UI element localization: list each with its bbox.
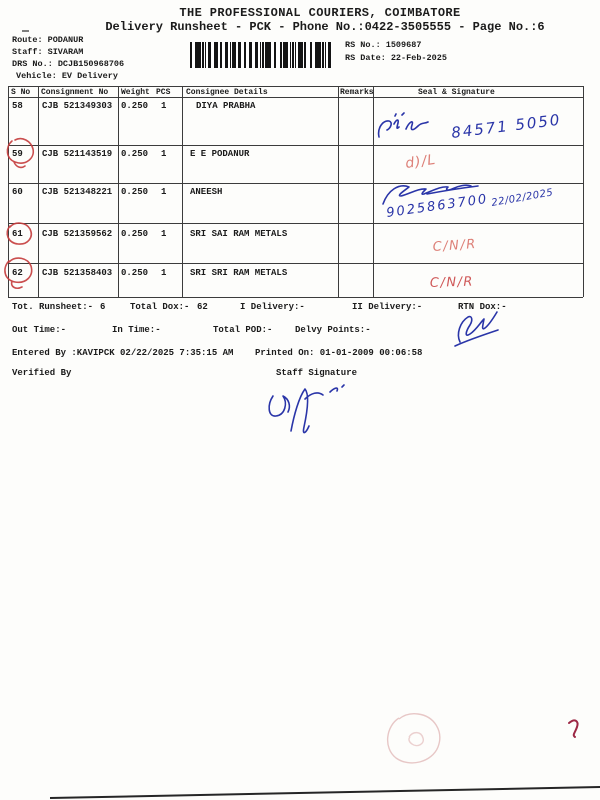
col-rule-left xyxy=(8,86,9,297)
in-time-label: In Time:- xyxy=(112,325,161,335)
cell-pcs: 1 xyxy=(161,101,167,111)
total-pod-label: Total POD:- xyxy=(213,325,273,335)
cell-sno: 58 xyxy=(12,101,23,111)
faint-red-circle xyxy=(387,713,441,764)
ii-delivery-label: II Delivery:- xyxy=(352,302,423,312)
cell-weight: 0.250 xyxy=(121,187,149,197)
tot-runsheet-value: 6 xyxy=(100,302,106,312)
rs-date-value: 22-Feb-2025 xyxy=(390,53,447,63)
cell-pcs: 1 xyxy=(161,149,167,159)
handwritten-mark-row-62: C/N/R xyxy=(430,274,475,291)
header-consignment: Consignment No xyxy=(41,88,109,97)
handwritten-mark-row-61: C/N/R xyxy=(432,237,477,255)
vehicle-label: Vehicle: xyxy=(16,71,57,81)
cell-sno: 59 xyxy=(12,149,23,159)
document-subtitle: Delivery Runsheet - PCK - Phone No.:0422… xyxy=(105,20,545,34)
row-rule-2 xyxy=(8,183,583,185)
rs-no-line: RS No.: 1509687 xyxy=(345,40,421,50)
cell-consignee: ANEESH xyxy=(190,187,223,197)
cell-consignee: DIYA PRABHA xyxy=(196,101,256,111)
staff-line: Staff: SIVARAM xyxy=(12,47,83,57)
cell-consignment: CJB 521143519 xyxy=(42,149,113,159)
cell-consignment: CJB 521359562 xyxy=(42,229,113,239)
cell-sno: 60 xyxy=(12,187,23,197)
cell-pcs: 1 xyxy=(161,268,167,278)
cell-pcs: 1 xyxy=(161,187,167,197)
staff-signature xyxy=(268,384,345,434)
rs-date-line: RS Date: 22-Feb-2025 xyxy=(345,53,447,63)
scan-edge-line xyxy=(49,786,600,799)
entered-by-line: Entered By :KAVIPCK 02/22/2025 7:35:15 A… xyxy=(12,348,234,358)
col-rule-consignee xyxy=(338,86,339,297)
row-rule-1 xyxy=(8,145,583,147)
route-label: Route: xyxy=(12,35,43,45)
signature-row-58 xyxy=(377,112,429,138)
out-time-label: Out Time:- xyxy=(12,325,67,335)
col-rule-consignment xyxy=(118,86,119,297)
faint-red-scribble xyxy=(408,731,424,747)
rs-barcode xyxy=(190,42,332,68)
cell-consignee: E E PODANUR xyxy=(190,149,250,159)
staff-value: SIVARAM xyxy=(47,47,84,57)
signature-row-60 xyxy=(382,184,479,205)
tot-runsheet-label: Tot. Runsheet:- xyxy=(12,302,94,312)
cell-sno: 61 xyxy=(12,229,23,239)
row-rule-4 xyxy=(8,263,583,265)
rs-no-value: 1509687 xyxy=(385,40,422,50)
drs-line: DRS No.: DCJB150968706 xyxy=(12,59,124,69)
handwritten-phone-row-60: 9025863700 xyxy=(385,192,489,221)
header-seal: Seal & Signature xyxy=(418,88,495,97)
verified-by-label: Verified By xyxy=(12,368,72,378)
red-hook-mark xyxy=(568,719,579,738)
col-rule-weight xyxy=(182,86,183,297)
cell-consignee: SRI SAI RAM METALS xyxy=(190,229,288,239)
header-weight: Weight xyxy=(121,88,150,97)
vehicle-value: EV Delivery xyxy=(61,71,118,81)
cell-sno: 62 xyxy=(12,268,23,278)
header-remarks: Remarks xyxy=(340,88,374,97)
cell-consignee: SRI SRI RAM METALS xyxy=(190,268,288,278)
rtn-signature xyxy=(454,311,499,347)
drs-value: DCJB150968706 xyxy=(57,59,125,69)
handwritten-number-row-58: 84571 5050 xyxy=(450,111,562,142)
vehicle-line: Vehicle: EV Delivery xyxy=(16,71,118,81)
i-delivery-label: I Delivery:- xyxy=(240,302,305,312)
table-header-rule xyxy=(8,97,583,99)
drs-label: DRS No.: xyxy=(12,59,53,69)
col-rule-remarks xyxy=(373,86,374,297)
handwritten-mark-row-59: d)/L xyxy=(404,152,437,172)
rs-no-label: RS No.: xyxy=(345,40,381,50)
header-consignee: Consignee Details xyxy=(186,88,268,97)
header-pcs: PCS xyxy=(156,88,171,97)
printed-on-line: Printed On: 01-01-2009 00:06:58 xyxy=(255,348,423,358)
cell-weight: 0.250 xyxy=(121,149,149,159)
table-border-bottom xyxy=(8,297,583,299)
cell-pcs: 1 xyxy=(161,229,167,239)
cell-weight: 0.250 xyxy=(121,268,149,278)
rtn-dox-label: RTN Dox:- xyxy=(458,302,507,312)
total-dox-label: Total Dox:- xyxy=(130,302,190,312)
col-rule-right xyxy=(583,86,584,297)
row-rule-3 xyxy=(8,223,583,225)
rs-date-label: RS Date: xyxy=(345,53,386,63)
header-sno: S No xyxy=(11,88,31,97)
route-line: Route: PODANUR xyxy=(12,35,83,45)
cell-consignment: CJB 521358403 xyxy=(42,268,113,278)
handwritten-date-row-60: 22/02/2025 xyxy=(491,187,555,209)
staff-label: Staff: xyxy=(12,47,43,57)
col-rule-sno xyxy=(38,86,39,297)
delvy-points-label: Delvy Points:- xyxy=(295,325,371,335)
staff-signature-label: Staff Signature xyxy=(276,368,358,378)
route-value: PODANUR xyxy=(47,35,84,45)
table-border-top xyxy=(8,86,583,88)
cell-consignment: CJB 521348221 xyxy=(42,187,113,197)
cell-weight: 0.250 xyxy=(121,101,149,111)
document-title: THE PROFESSIONAL COURIERS, COIMBATORE xyxy=(179,6,461,20)
total-dox-value: 62 xyxy=(197,302,208,312)
cell-weight: 0.250 xyxy=(121,229,149,239)
cell-consignment: CJB 521349303 xyxy=(42,101,113,111)
